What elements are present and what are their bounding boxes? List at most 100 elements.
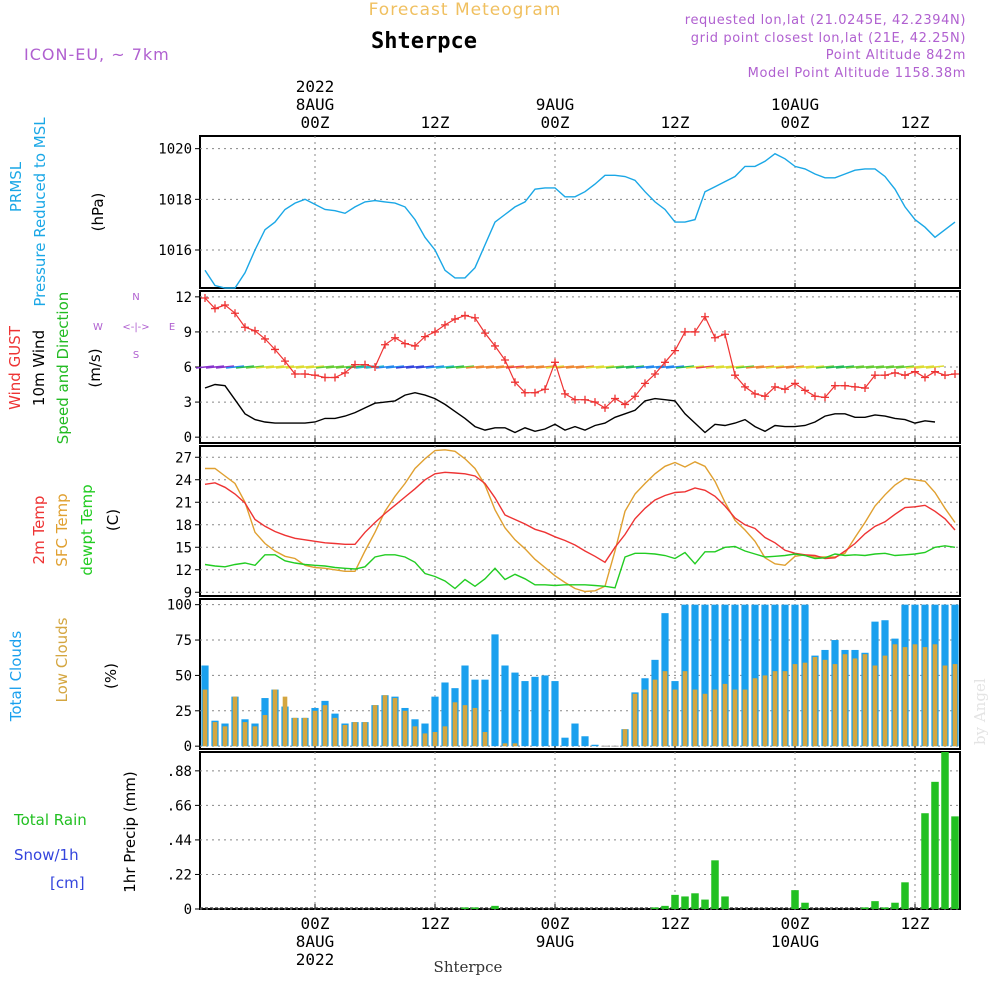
low-cloud-bar	[832, 664, 838, 747]
wind-direction-arrow	[475, 365, 495, 369]
total-cloud-bar	[701, 604, 709, 747]
wind-gust-marker	[351, 360, 359, 369]
wind-direction-arrow	[585, 365, 605, 369]
clouds-ytick-label: 50	[175, 668, 192, 684]
total-cloud-bar	[491, 634, 499, 747]
low-cloud-bar	[372, 705, 378, 747]
wind-direction-arrow	[855, 365, 875, 369]
top-time-label: 8AUG	[296, 95, 335, 114]
total-cloud-bar	[571, 723, 579, 747]
wind-gust-marker	[501, 355, 509, 364]
wind-gust-marker	[381, 340, 389, 349]
sfc-temp-line	[205, 449, 956, 593]
total-cloud-bar	[721, 604, 729, 747]
low-cloud-bar	[362, 722, 368, 747]
wind-gust-marker	[281, 357, 289, 366]
low-cloud-bar	[452, 702, 458, 747]
wind-gust-marker	[291, 370, 299, 379]
wind-direction-arrow	[485, 365, 505, 369]
low-cloud-bar	[512, 743, 518, 747]
wind-gust-marker	[871, 371, 879, 380]
wind-gust-marker	[481, 329, 489, 338]
low-cloud-bar	[742, 689, 748, 747]
temp-label-dewpt: dewpt Temp	[78, 484, 96, 575]
precip-ytick-label: .44	[167, 833, 192, 849]
wind-gust-marker	[421, 332, 429, 341]
low-cloud-bar	[862, 654, 868, 747]
precip-panel-frame	[199, 751, 961, 910]
pressure-ytick-label: 1016	[158, 243, 192, 259]
wind-direction-arrow	[735, 365, 755, 369]
low-cloud-bar	[382, 695, 388, 747]
chart-title: Forecast Meteogram	[369, 0, 562, 20]
watermark: by Angel	[971, 678, 989, 745]
wind-direction-arrow	[245, 365, 265, 369]
wind-gust-marker	[931, 367, 939, 376]
wind-gust-marker	[401, 339, 409, 348]
wind-direction-arrow	[715, 365, 735, 369]
wind-direction-arrow	[455, 365, 475, 369]
rain-bar	[681, 896, 689, 909]
wind-gust-marker	[681, 327, 689, 336]
low-cloud-bar	[292, 717, 298, 747]
precip-ytick-label: .66	[167, 798, 192, 814]
low-cloud-bar	[662, 671, 668, 747]
low-cloud-bar	[912, 644, 918, 747]
total-cloud-bar	[581, 736, 589, 747]
rain-bar	[491, 905, 499, 909]
low-cloud-bar	[932, 644, 938, 747]
wind-direction-arrow	[795, 365, 815, 369]
wind-direction-arrow	[275, 365, 295, 369]
low-cloud-bar	[922, 647, 928, 747]
wind-gust-marker	[241, 323, 249, 332]
wind-gust-marker	[571, 395, 579, 404]
wind-gust-marker	[831, 381, 839, 390]
low-cloud-bar	[822, 659, 828, 747]
wind-gust-marker	[361, 360, 369, 369]
low-cloud-bar	[312, 710, 318, 747]
wind-gust-marker	[711, 333, 719, 342]
bottom-time-label: 10AUG	[771, 932, 819, 951]
wind-gust-marker	[311, 371, 319, 380]
wind-gust-marker	[851, 382, 859, 391]
low-cloud-bar	[702, 693, 708, 747]
wind-gust-marker	[491, 341, 499, 350]
temp-unit: (C)	[104, 509, 122, 531]
clouds-unit: (%)	[102, 663, 120, 689]
wind-gust-marker	[731, 371, 739, 380]
low-cloud-bar	[272, 689, 278, 747]
wind-direction-arrow	[885, 365, 905, 369]
wind-direction-arrow	[615, 365, 635, 369]
wind-gust-marker	[461, 311, 469, 320]
wind-direction-arrow	[605, 365, 625, 369]
precip-ytick-label: .88	[167, 764, 192, 780]
wind-gust-marker	[591, 398, 599, 407]
top-time-label: 00Z	[781, 113, 810, 132]
low-cloud-bar	[652, 679, 658, 747]
bottom-time-label: 00Z	[781, 914, 810, 933]
wind-gust-marker	[811, 392, 819, 401]
wind-ytick-label: 0	[184, 430, 192, 446]
wind-gust-marker	[561, 389, 569, 398]
wind-gust-marker	[321, 373, 329, 382]
wind-gust-marker	[701, 312, 709, 321]
wind-direction-arrow	[665, 365, 685, 369]
total-cloud-bar	[481, 679, 489, 747]
rain-bar	[711, 860, 719, 909]
rain-bar	[701, 899, 709, 909]
wind-gust-marker	[201, 294, 209, 303]
wind-gust-marker	[941, 371, 949, 380]
wind-direction-arrow	[395, 365, 415, 369]
wind-direction-arrow	[285, 365, 305, 369]
temperature-ytick-label: 9	[184, 585, 192, 601]
rain-bar	[951, 816, 959, 909]
wind-gust-marker	[301, 370, 309, 379]
precip-ytick-label: 0	[184, 902, 192, 918]
pressure-ytick-label: 1020	[158, 142, 192, 158]
wind-gust-line	[204, 297, 956, 409]
low-cloud-bar	[432, 732, 438, 747]
top-time-label: 12Z	[901, 113, 930, 132]
wind-gust-marker	[221, 301, 229, 310]
wind-direction-arrow	[555, 365, 575, 369]
